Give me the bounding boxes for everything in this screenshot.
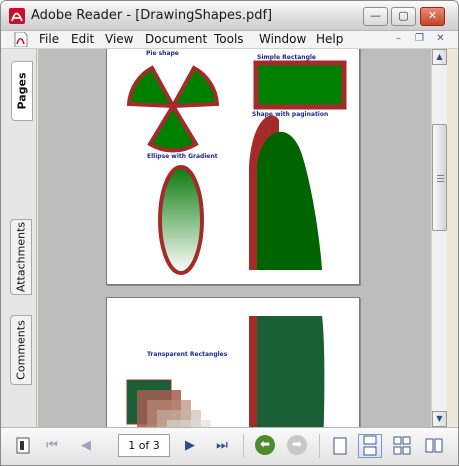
last-page-button[interactable]: ⏭ (216, 438, 228, 453)
adobe-reader-icon (9, 8, 25, 24)
menu-bar: File Edit View Document Tools Window Hel… (1, 31, 458, 49)
previous-page-button[interactable]: ◀ (81, 438, 91, 453)
continuous-layout-button[interactable] (358, 434, 382, 458)
maximize-button[interactable]: ▢ (391, 7, 416, 26)
close-button[interactable]: ✕ (420, 7, 445, 26)
grip-line (437, 175, 444, 176)
tab-attachments-label: Attachments (14, 221, 28, 293)
doc-close-button[interactable]: ✕ (436, 33, 445, 44)
pagination-shape-fill (257, 131, 322, 270)
label-pie-shape: Pie shape (146, 50, 179, 57)
grip-line (437, 178, 444, 179)
single-page-icon (333, 437, 347, 455)
scrollbar-thumb[interactable] (432, 124, 447, 231)
menu-file[interactable]: File (39, 32, 60, 46)
menu-tools[interactable]: Tools (214, 32, 244, 46)
document-pdf-icon (14, 32, 28, 47)
minimize-button[interactable]: — (363, 7, 388, 26)
doc-restore-button[interactable]: ❐ (415, 33, 424, 44)
separator (243, 434, 244, 458)
menu-document[interactable]: Document (145, 32, 208, 46)
label-shape-with-pagination: Shape with pagination (252, 111, 329, 118)
tab-pages-label: Pages (15, 72, 29, 110)
gradient-ellipse (158, 165, 204, 275)
first-page-button[interactable]: ⏮ (46, 438, 58, 453)
label-simple-rectangle: Simple Rectangle (257, 54, 316, 61)
scroll-down-button[interactable]: ▼ (432, 411, 447, 427)
menu-window[interactable]: Window (259, 32, 307, 46)
doc-minimize-button[interactable]: – (396, 33, 401, 44)
tab-comments-label: Comments (14, 320, 28, 380)
navigation-panel-tabs: Pages Attachments Comments (1, 49, 37, 427)
page-number-field[interactable]: 1 of 3 (118, 434, 170, 457)
facing-page-icon (425, 438, 443, 453)
continuous-page-icon (363, 435, 377, 456)
tab-pages[interactable]: Pages (11, 61, 33, 121)
tab-comments[interactable]: Comments (10, 315, 32, 385)
tab-attachments[interactable]: Attachments (10, 219, 32, 295)
page-size-icon (16, 437, 30, 454)
scroll-up-button[interactable]: ▲ (432, 49, 447, 65)
title-bar[interactable]: Adobe Reader - [DrawingShapes.pdf] — ▢ ✕ (1, 1, 458, 31)
simple-rectangle (253, 60, 347, 110)
menu-help[interactable]: Help (316, 32, 344, 46)
page2-tall-fill (257, 316, 325, 427)
facing-layout-button[interactable] (422, 434, 446, 458)
transparent-rectangles (126, 379, 211, 427)
label-ellipse-with-gradient: Ellipse with Gradient (147, 153, 218, 160)
separator (319, 434, 320, 458)
next-view-button[interactable]: ➡ (287, 435, 307, 455)
pdf-page-1: Pie shape Simple Rectangle Shape with pa… (106, 49, 360, 285)
previous-view-button[interactable]: ⬅ (255, 435, 275, 455)
window-title: Adobe Reader - [DrawingShapes.pdf] (31, 8, 273, 23)
document-view[interactable]: Pie shape Simple Rectangle Shape with pa… (38, 49, 431, 427)
vertical-scrollbar[interactable]: ▲ ▼ (431, 49, 447, 427)
pdf-page-2: Transparent Rectangles (106, 297, 360, 427)
grip-line (437, 181, 444, 182)
page1-shapes (126, 60, 347, 275)
menu-edit[interactable]: Edit (71, 32, 95, 46)
next-page-button[interactable]: ▶ (185, 438, 195, 453)
menu-view[interactable]: View (105, 32, 134, 46)
facing-continuous-icon (393, 436, 411, 455)
pie-shape (126, 65, 220, 153)
facing-continuous-layout-button[interactable] (390, 434, 414, 458)
status-bar: ⏮ ◀ 1 of 3 ▶ ⏭ ⬅ ➡ (1, 427, 458, 465)
page2-shapes (126, 316, 325, 427)
label-transparent-rectangles: Transparent Rectangles (147, 351, 228, 358)
single-page-layout-button[interactable] (328, 434, 352, 458)
